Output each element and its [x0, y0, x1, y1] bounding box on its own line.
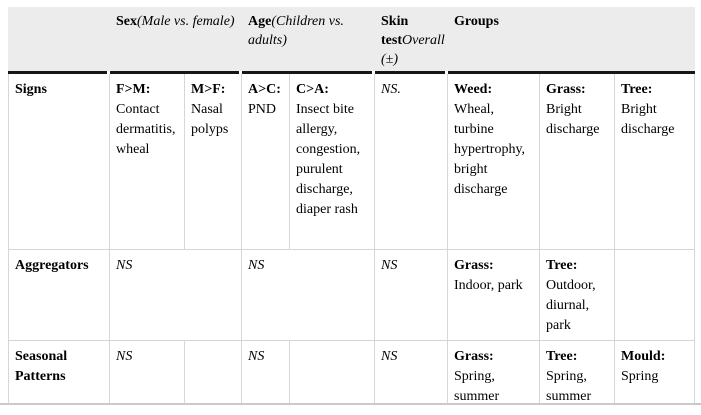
bottom-cutoff-rule — [0, 403, 701, 415]
cell-aggregators-sex: NS — [110, 250, 243, 341]
rule-segment — [110, 71, 243, 74]
cell-signs-skin: NS. — [375, 74, 449, 250]
ns-value: NS — [248, 349, 265, 364]
cell-body: Nasal polyps — [191, 102, 229, 137]
ns-value: NS — [381, 349, 398, 364]
table-row-seasonal-patterns: Seasonal Patterns NS NS NS Grass: Spring,… — [8, 341, 696, 411]
cell-body: Spring, summer — [546, 369, 592, 404]
cell-seasonal-grass: Grass: Spring, summer — [448, 341, 541, 411]
cell-seasonal-tree: Tree: Spring, summer — [540, 341, 616, 411]
rule-segment — [375, 71, 449, 74]
cell-body: Outdoor, diurnal, park — [546, 278, 596, 333]
cell-signs-tree: Tree: Bright discharge — [615, 74, 696, 250]
table-row-aggregators: Aggregators NS NS NS Grass: Indoor, park … — [8, 250, 696, 341]
cell-body: Bright discharge — [546, 102, 600, 137]
table-row-signs: Signs F>M: Contact dermatitis, wheal M>F:… — [8, 74, 696, 250]
table-header-row: Sex(Male vs. female) Age(Children vs. ad… — [8, 7, 696, 71]
cell-body: Indoor, park — [454, 278, 523, 293]
cell-head: A>C: — [248, 82, 281, 97]
cell-body: PND — [248, 102, 277, 117]
header-age: Age(Children vs. adults) — [242, 7, 376, 71]
cell-aggregators-tree: Tree: Outdoor, diurnal, park — [540, 250, 616, 341]
cell-seasonal-skin: NS — [375, 341, 449, 411]
cell-body: Spring, summer — [454, 369, 500, 404]
header-sex: Sex(Male vs. female) — [110, 7, 243, 71]
cell-seasonal-age: NS — [242, 341, 291, 411]
cell-signs-ca: C>A: Insect bite allergy, congestion, pur… — [290, 74, 376, 250]
cell-aggregators-grass: Grass: Indoor, park — [448, 250, 541, 341]
ns-value: NS. — [381, 82, 401, 97]
cell-head: F>M: — [116, 82, 151, 97]
header-age-italic: (Children vs. adults) — [248, 14, 344, 48]
rule-segment — [8, 71, 110, 74]
header-sex-italic: (Male vs. female) — [137, 14, 235, 29]
header-sex-bold: Sex — [116, 14, 137, 29]
cell-head: Grass: — [454, 258, 494, 273]
rule-segment — [448, 71, 696, 74]
cell-aggregators-empty — [615, 250, 696, 341]
cell-head: Grass: — [546, 82, 586, 97]
row-label-aggregators: Aggregators — [8, 250, 110, 341]
header-skin-bold: Skin test — [381, 14, 409, 48]
row-label-signs: Signs — [8, 74, 110, 250]
header-age-bold: Age — [248, 14, 272, 29]
rule-segment — [242, 71, 376, 74]
cell-seasonal-mould: Mould: Spring — [615, 341, 696, 411]
cell-body: Insect bite allergy, congestion, purulen… — [296, 102, 361, 217]
cell-head: Weed: — [454, 82, 493, 97]
cell-signs-ac: A>C: PND — [242, 74, 291, 250]
allergy-comparison-table: Sex(Male vs. female) Age(Children vs. ad… — [8, 7, 696, 411]
header-groups: Groups — [448, 7, 696, 71]
cell-signs-weed: Weed: Wheal, turbine hypertrophy, bright … — [448, 74, 541, 250]
row-label-seasonal-patterns: Seasonal Patterns — [8, 341, 110, 411]
ns-value: NS — [116, 258, 133, 273]
cell-head: Tree: — [621, 82, 653, 97]
cell-body: Contact dermatitis, wheal — [116, 102, 176, 157]
empty-cell — [185, 341, 243, 411]
cell-head: M>F: — [191, 82, 226, 97]
ns-value: NS — [248, 258, 265, 273]
cell-signs-mf: M>F: Nasal polyps — [185, 74, 243, 250]
header-rule-row — [8, 71, 696, 74]
cell-body: Spring — [621, 369, 659, 384]
cell-head: Mould: — [621, 349, 666, 364]
cell-seasonal-sex: NS — [110, 341, 185, 411]
header-skin-italic: Overall (±) — [381, 33, 445, 67]
cell-aggregators-skin: NS — [375, 250, 449, 341]
cell-signs-fm: F>M: Contact dermatitis, wheal — [110, 74, 185, 250]
ns-value: NS — [381, 258, 398, 273]
cell-head: Grass: — [454, 349, 494, 364]
cell-aggregators-age: NS — [242, 250, 376, 341]
cell-head: Tree: — [546, 349, 578, 364]
cell-signs-grass: Grass: Bright discharge — [540, 74, 616, 250]
ns-value: NS — [116, 349, 133, 364]
cell-body: Bright discharge — [621, 102, 675, 137]
cell-head: Tree: — [546, 258, 578, 273]
cell-head: C>A: — [296, 82, 329, 97]
cell-body: Wheal, turbine hypertrophy, bright disch… — [454, 102, 526, 197]
header-groups-bold: Groups — [454, 14, 499, 29]
header-skin-test: Skin testOverall (±) — [375, 7, 449, 71]
empty-cell — [290, 341, 376, 411]
header-blank-cell — [8, 7, 110, 71]
